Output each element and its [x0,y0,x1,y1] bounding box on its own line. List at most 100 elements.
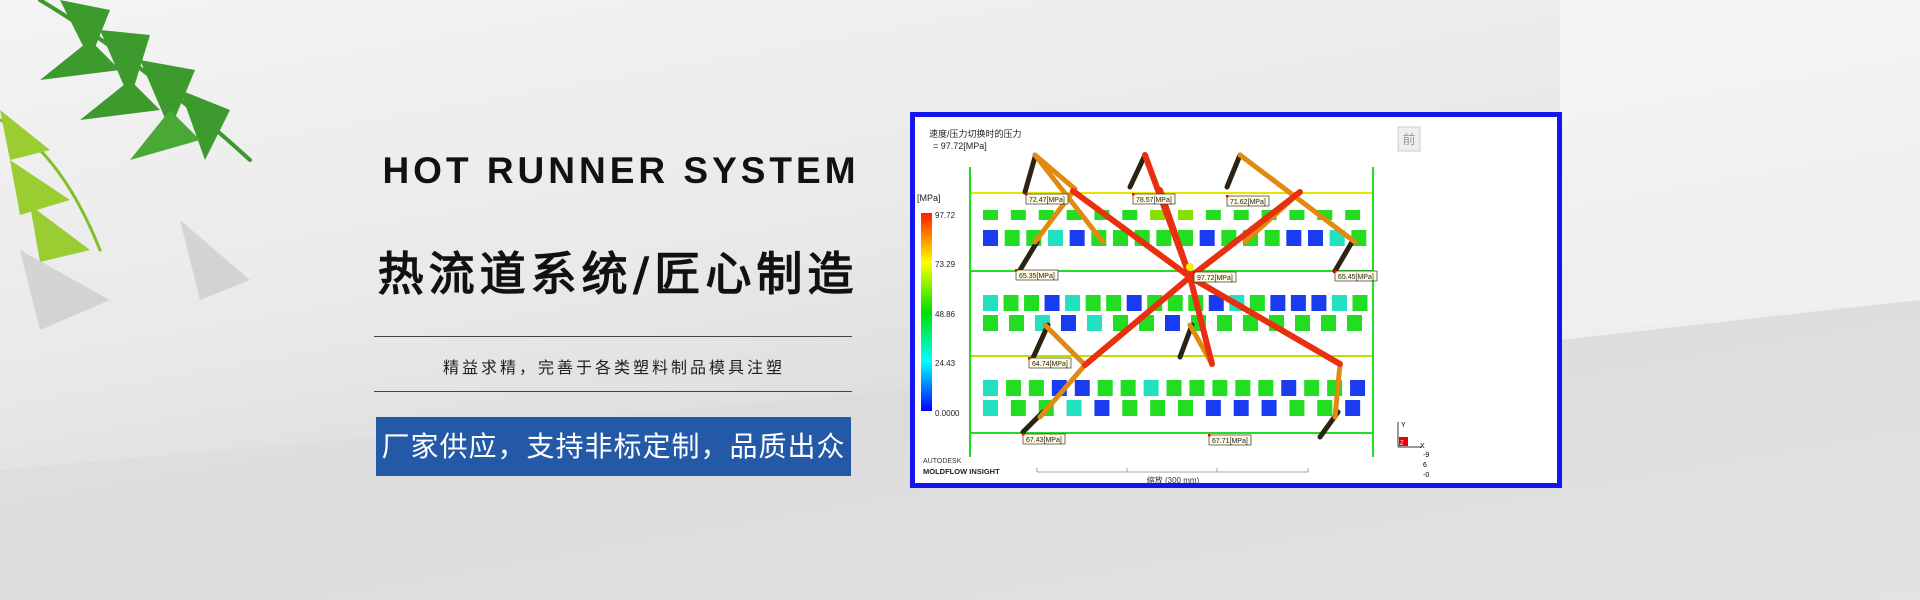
cavity-cell [1113,230,1128,246]
cavity-cell [983,295,998,311]
svg-text:6: 6 [1423,462,1427,469]
cavity-cell [1350,380,1366,396]
cta-banner[interactable]: 厂家供应，支持非标定制，品质出众 [376,417,851,476]
svg-text:97.72[MPa]: 97.72[MPa] [1197,275,1233,282]
cavity-cell [1150,210,1166,220]
svg-text:64.74[MPa]: 64.74[MPa] [1032,361,1068,368]
unit-label: [MPa] [917,193,941,203]
cavity-cell [983,230,998,246]
cavity-cell [1289,400,1305,416]
svg-text:65.35[MPa]: 65.35[MPa] [1019,273,1055,280]
view-cube-button[interactable]: 前 [1397,126,1421,152]
cavity-cell [1122,400,1138,416]
result-title: 速度/压力切换时的压力 [929,128,1022,139]
scale-label: 0.0000 [935,409,960,418]
scale-ruler [1036,468,1309,473]
svg-text:-9: -9 [1423,452,1429,459]
cavity-cell [1189,380,1205,396]
cavity-cell [1097,380,1113,396]
main-manifold-pipe [1070,188,1193,280]
cavity-cell [1010,400,1026,416]
cavity-cell [1233,210,1249,220]
cavity-cell [1264,230,1280,246]
cavity-cell [1004,230,1020,246]
svg-text:78.57[MPa]: 78.57[MPa] [1136,197,1172,204]
cavity-cell [1024,295,1040,311]
pressure-probe-label: 67.71[MPa] [1208,434,1252,446]
cavity-cell [1167,295,1183,311]
manifold-arm [1032,152,1078,192]
cavity-cell [1178,400,1193,416]
manifold-arm [1237,152,1358,245]
cavity-cell [1106,295,1122,311]
main-manifold-pipe [1187,189,1303,280]
pressure-probe-label: 64.74[MPa] [1028,357,1072,369]
cavity-cell [1345,400,1361,416]
cavity-cell [1261,400,1277,416]
cavity-cell [1009,315,1024,331]
brand-moldflow: MOLDFLOW INSIGHT [923,467,1000,476]
cavity-cell [1249,295,1265,311]
divider-top [374,336,852,337]
svg-text:-0: -0 [1423,472,1429,479]
cavity-cell [1066,400,1082,416]
cavity-cell [1205,400,1221,416]
subtitle: 精益求精，完善于各类塑料制品模具注塑 [442,358,785,377]
nozzle-drop [1332,239,1355,274]
cavity-cell [1290,295,1306,311]
cavity-cell [1352,295,1368,311]
divider-bottom [374,391,852,392]
cavity-cell [1087,315,1102,331]
main-manifold-pipe [1082,274,1193,368]
cavity-cell [1066,210,1082,220]
svg-text:67.71[MPa]: 67.71[MPa] [1212,438,1248,445]
nozzle-drop [1030,322,1051,361]
svg-text:72.47[MPa]: 72.47[MPa] [1029,197,1065,204]
cavity-cell [1321,315,1336,331]
pressure-probe-label: 65.45[MPa] [1334,270,1378,282]
moldflow-result-panel: 速度/压力切换时的压力 = 97.72[MPa] [MPa] 97.72 73.2… [910,112,1562,488]
cavity-cell [1281,380,1297,396]
scale-label: 24.43 [935,359,956,368]
cavity-cell [1205,210,1221,220]
nozzle-drop [1017,239,1040,273]
simulation-view: 速度/压力切换时的压力 = 97.72[MPa] [MPa] 97.72 73.2… [917,126,1429,483]
cavity-cell [1065,295,1081,311]
cavity-cell [1028,380,1044,396]
pressure-probe-label: 72.47[MPa] [1025,193,1069,205]
cavity-cell [1122,210,1138,220]
cavity-cell [983,400,998,416]
cavity-cell [1295,315,1310,331]
title-chinese: 热流道系统/匠心制造 [377,247,859,301]
cavity-cell [1113,315,1128,331]
nozzle-drop [1022,154,1038,195]
cavity-cell [1150,400,1166,416]
cavity-cell [1094,400,1110,416]
pressure-probe-label: 65.35[MPa] [1015,269,1059,281]
cavity-cell [1044,295,1060,311]
cavity-cell [1286,230,1302,246]
cavity-cell [1308,230,1323,246]
scale-label: 73.29 [935,260,956,269]
cavity-cell [1208,295,1224,311]
cavity-cell [1217,315,1232,331]
cavity-cell [1048,230,1063,246]
manifold-arm [1042,322,1088,368]
title-english: HOT RUNNER SYSTEM [382,150,860,191]
scale-ruler-label: 缩放 (300 mm) [1147,475,1200,483]
scale-label: 48.86 [935,310,956,319]
cavity-cell [1199,230,1215,246]
nozzle-drop [1177,322,1195,360]
svg-text:Z: Z [1400,441,1404,447]
cavity-cell [1289,210,1305,220]
cavity-cell [1331,295,1347,311]
pressure-probe-label: 71.62[MPa] [1226,195,1270,207]
cavity-cell [1235,380,1251,396]
cavity-cell [1212,380,1228,396]
color-scale-bar [921,213,932,411]
scale-label: 97.72 [935,211,956,220]
nozzle-drop [1127,152,1148,190]
cavity-cell [1074,380,1090,396]
cavity-cell [1143,380,1159,396]
result-value: = 97.72[MPa] [933,141,987,151]
